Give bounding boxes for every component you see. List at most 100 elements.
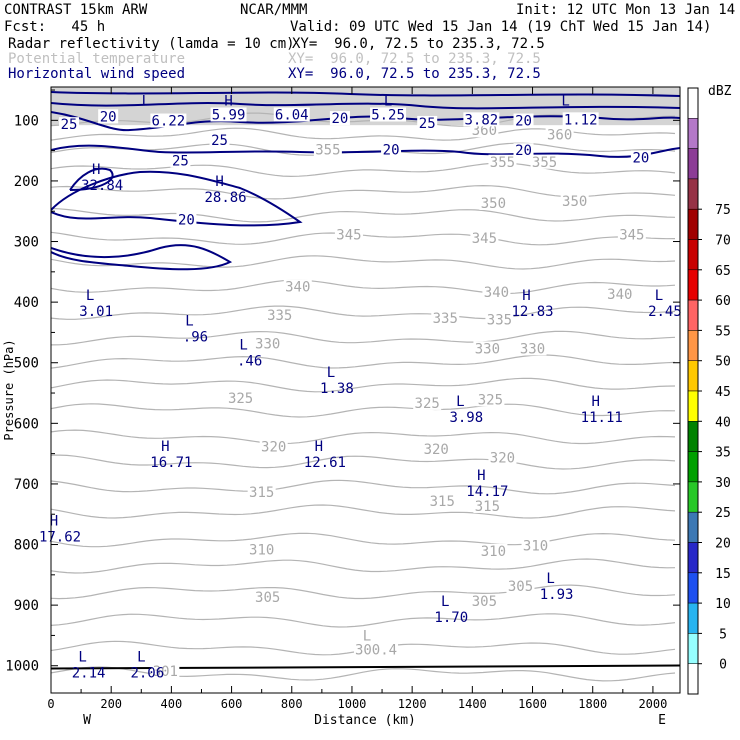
colorbar-label: 30: [715, 476, 731, 491]
theta-label-bg: [479, 195, 508, 210]
theta-contours: [51, 87, 680, 693]
theta-label-bg: [617, 227, 646, 242]
extremum-marker: L: [86, 288, 94, 304]
theta-isentrope: [51, 403, 676, 418]
extremum-marker: H: [477, 468, 485, 484]
colorbar-segment: [687, 421, 699, 452]
extremum-value: 2.45: [648, 304, 682, 320]
field3-xy: XY= 96.0, 72.5 to 235.3, 72.5: [288, 66, 541, 82]
y-tick-label: 800: [14, 538, 39, 554]
y-tick-label: 700: [14, 477, 39, 493]
x-tick-label: 1800: [578, 697, 607, 711]
wind-contour: [51, 244, 233, 271]
extremum-marker: L: [441, 594, 449, 610]
theta-isentrope: [51, 377, 676, 393]
theta-label: 305: [255, 590, 280, 606]
theta-label-bg: [476, 392, 505, 407]
wind-contour: [51, 91, 680, 97]
field2-title: Potential temperature: [8, 51, 186, 67]
extremum-marker: H: [50, 513, 58, 529]
theta-isentrope: [51, 584, 676, 600]
wind-label: 3.82: [465, 112, 499, 128]
extremum-marker: L: [185, 313, 193, 329]
colorbar-label: 10: [715, 597, 731, 612]
theta-isentrope: [51, 207, 676, 223]
theta-label: 315: [475, 499, 500, 515]
extremum-marker: H: [592, 394, 600, 410]
wind-label: 25: [172, 154, 189, 170]
wind-label-bg: [513, 143, 534, 158]
theta-label: 315: [249, 485, 274, 501]
theta-label-bg: [431, 311, 460, 326]
extremum-value: 2.06: [130, 666, 164, 682]
theta-label-bg: [605, 286, 634, 301]
plot-frame: [50, 86, 681, 694]
colorbar-label: 65: [715, 264, 731, 279]
colorbar-segment: [687, 633, 699, 664]
theta-label: 360: [547, 127, 572, 143]
theta-isentrope: [51, 532, 676, 548]
wind-label-bg: [329, 111, 350, 126]
wind-label-bg: [210, 107, 247, 122]
colorbar-segment: [687, 208, 699, 240]
extremum-value: 12.83: [511, 304, 553, 320]
theta-label: 325: [228, 391, 253, 407]
extremum-marker: L: [239, 338, 247, 354]
colorbar-unit: dBZ: [708, 84, 732, 99]
wind-label-bg: [381, 142, 402, 157]
theta-label: 325: [415, 396, 440, 412]
wind-label-bg: [170, 153, 191, 168]
extremum-marker: L: [456, 394, 464, 410]
wind-label-bg: [59, 117, 80, 132]
theta-label: 310: [523, 538, 548, 554]
contour-labels: 355 355 355 360 360 350 350 345 345 345 340 340 340 3…: [39, 93, 682, 681]
wind-contour: [51, 102, 680, 110]
colorbar-label: 35: [715, 446, 731, 461]
extremum-marker: L: [142, 93, 150, 109]
colorbar-segment: [687, 269, 699, 301]
x-axis-title: Distance (km): [314, 713, 416, 728]
field1-xy: XY= 96.0, 72.5 to 235.3, 72.5: [292, 36, 545, 52]
theta-label-bg: [488, 154, 517, 169]
extremum-value: 1.93: [540, 587, 574, 603]
theta-label-bg: [470, 594, 499, 609]
theta-label: 360: [472, 123, 497, 139]
extremum-value: 12.61: [304, 455, 346, 471]
theta-label: 355: [532, 155, 557, 171]
wind-contour: [69, 167, 114, 191]
theta-label: 340: [484, 285, 509, 301]
theta-label-bg: [259, 439, 288, 454]
theta-label: 355: [315, 143, 340, 159]
theta-label: 345: [619, 227, 644, 243]
colorbar-segment: [687, 481, 699, 513]
theta-label: 350: [481, 196, 506, 212]
theta-label: 325: [478, 392, 503, 408]
colorbar-segment: [687, 451, 699, 483]
wind-label: 20: [178, 212, 195, 228]
theta-label: 320: [261, 440, 286, 456]
colorbar-segment: [687, 239, 699, 271]
theta-label-bg: [560, 194, 589, 209]
colorbar-segment: [687, 178, 699, 210]
wind-label-bg: [630, 150, 651, 165]
model-title: CONTRAST 15km ARW: [4, 2, 148, 18]
colorbar-label: 5: [719, 627, 727, 642]
ground-surface: [51, 664, 680, 670]
wind-label: 20: [331, 111, 348, 127]
wind-label: 20: [515, 143, 532, 159]
theta-label-bg: [422, 441, 451, 456]
extremum-value: 16.71: [150, 455, 192, 471]
theta-label-bg: [518, 341, 547, 356]
theta-label-bg: [428, 494, 457, 509]
theta-label: 310: [481, 544, 506, 560]
axes: 100 200 300 400 500 600 700 800 900 1000 0 200 400 60…: [2, 86, 681, 728]
extremum-value: 1.70: [434, 610, 468, 626]
theta-label: 305: [472, 594, 497, 610]
theta-label: 350: [562, 194, 587, 210]
theta-label: 330: [475, 341, 500, 357]
theta-label-bg: [473, 341, 502, 356]
theta-isentrope: [51, 330, 676, 346]
extremum-marker: H: [92, 162, 100, 178]
theta-label: 340: [607, 287, 632, 303]
extremum-marker: H: [161, 439, 169, 455]
